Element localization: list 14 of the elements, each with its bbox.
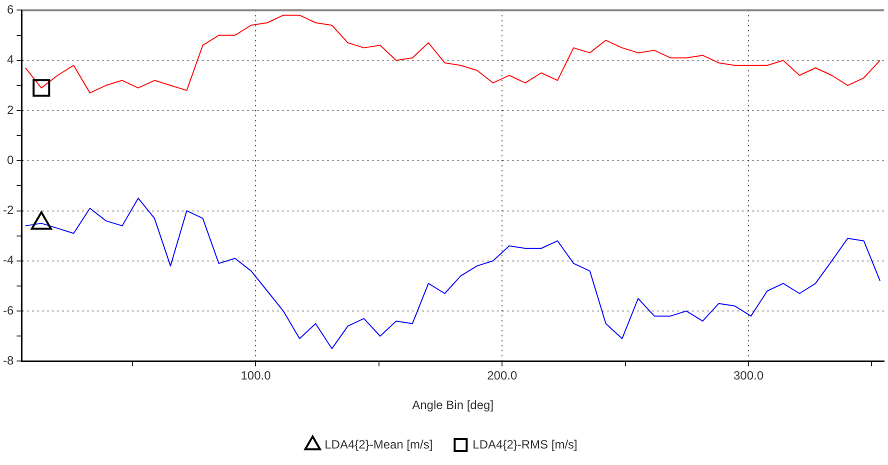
y-tick-label: -6 bbox=[3, 303, 14, 318]
legend-label: LDA4{2}-Mean [m/s] bbox=[324, 437, 433, 452]
y-tick-label: -2 bbox=[3, 203, 14, 218]
x-axis-title: Angle Bin [deg] bbox=[412, 398, 494, 412]
x-tick-label: 100.0 bbox=[240, 368, 272, 383]
y-tick-label: -8 bbox=[3, 354, 14, 368]
y-tick-label: 2 bbox=[6, 102, 14, 117]
x-tick-label: 300.0 bbox=[733, 368, 764, 383]
x-tick-label: 200.0 bbox=[487, 368, 518, 383]
y-tick-label: 6 bbox=[6, 2, 14, 17]
y-tick-label: 0 bbox=[6, 152, 14, 167]
legend-label: LDA4{2}-RMS [m/s] bbox=[472, 437, 578, 452]
y-tick-label: 4 bbox=[6, 52, 14, 67]
y-tick-label: -4 bbox=[3, 253, 14, 268]
